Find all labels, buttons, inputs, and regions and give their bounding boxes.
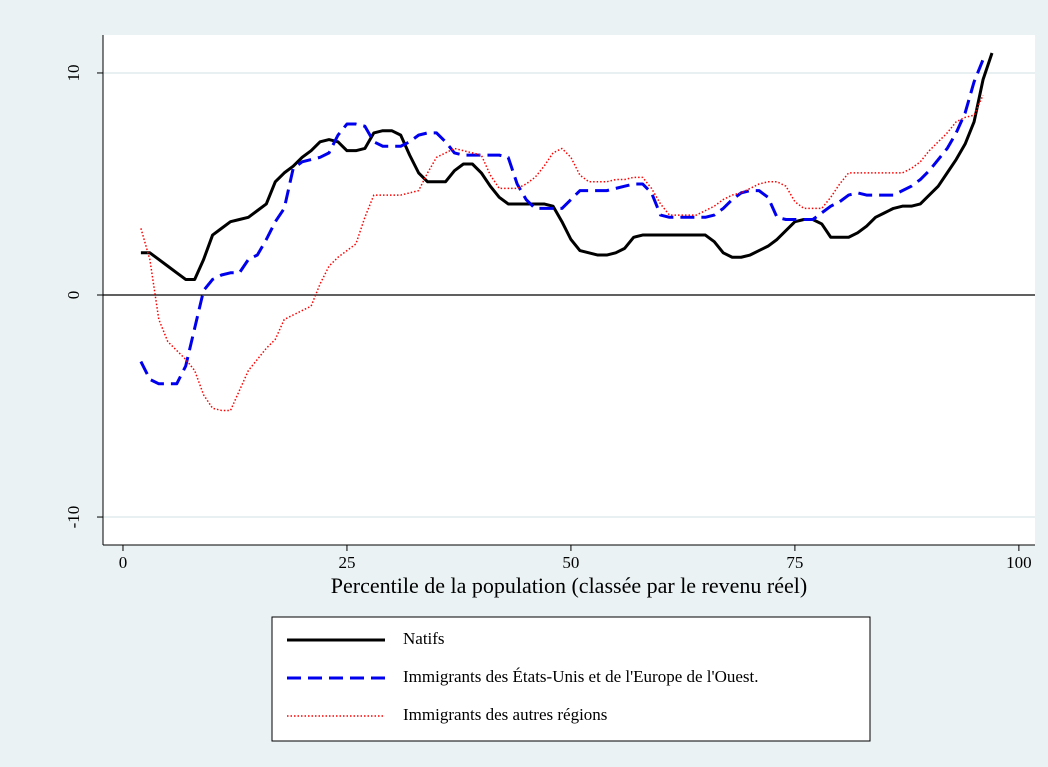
- y-tick-label: 10: [64, 64, 83, 81]
- x-tick-label: 100: [1006, 553, 1032, 572]
- series-line: [140, 94, 984, 412]
- x-tick-label: 0: [119, 553, 128, 572]
- series-line: [139, 59, 985, 386]
- plot-area: [103, 35, 1035, 545]
- legend-label: Natifs: [403, 629, 445, 648]
- x-tick-label: 50: [562, 553, 579, 572]
- y-tick-label: 0: [64, 291, 83, 300]
- legend-label: Immigrants des États-Unis et de l'Europe…: [403, 667, 759, 686]
- x-tick-label: 25: [338, 553, 355, 572]
- legend-label: Immigrants des autres régions: [403, 705, 607, 724]
- x-axis-label: Percentile de la population (classée par…: [331, 573, 807, 598]
- y-tick-label: -10: [64, 506, 83, 529]
- series-line: [140, 52, 994, 281]
- x-tick-label: 75: [786, 553, 803, 572]
